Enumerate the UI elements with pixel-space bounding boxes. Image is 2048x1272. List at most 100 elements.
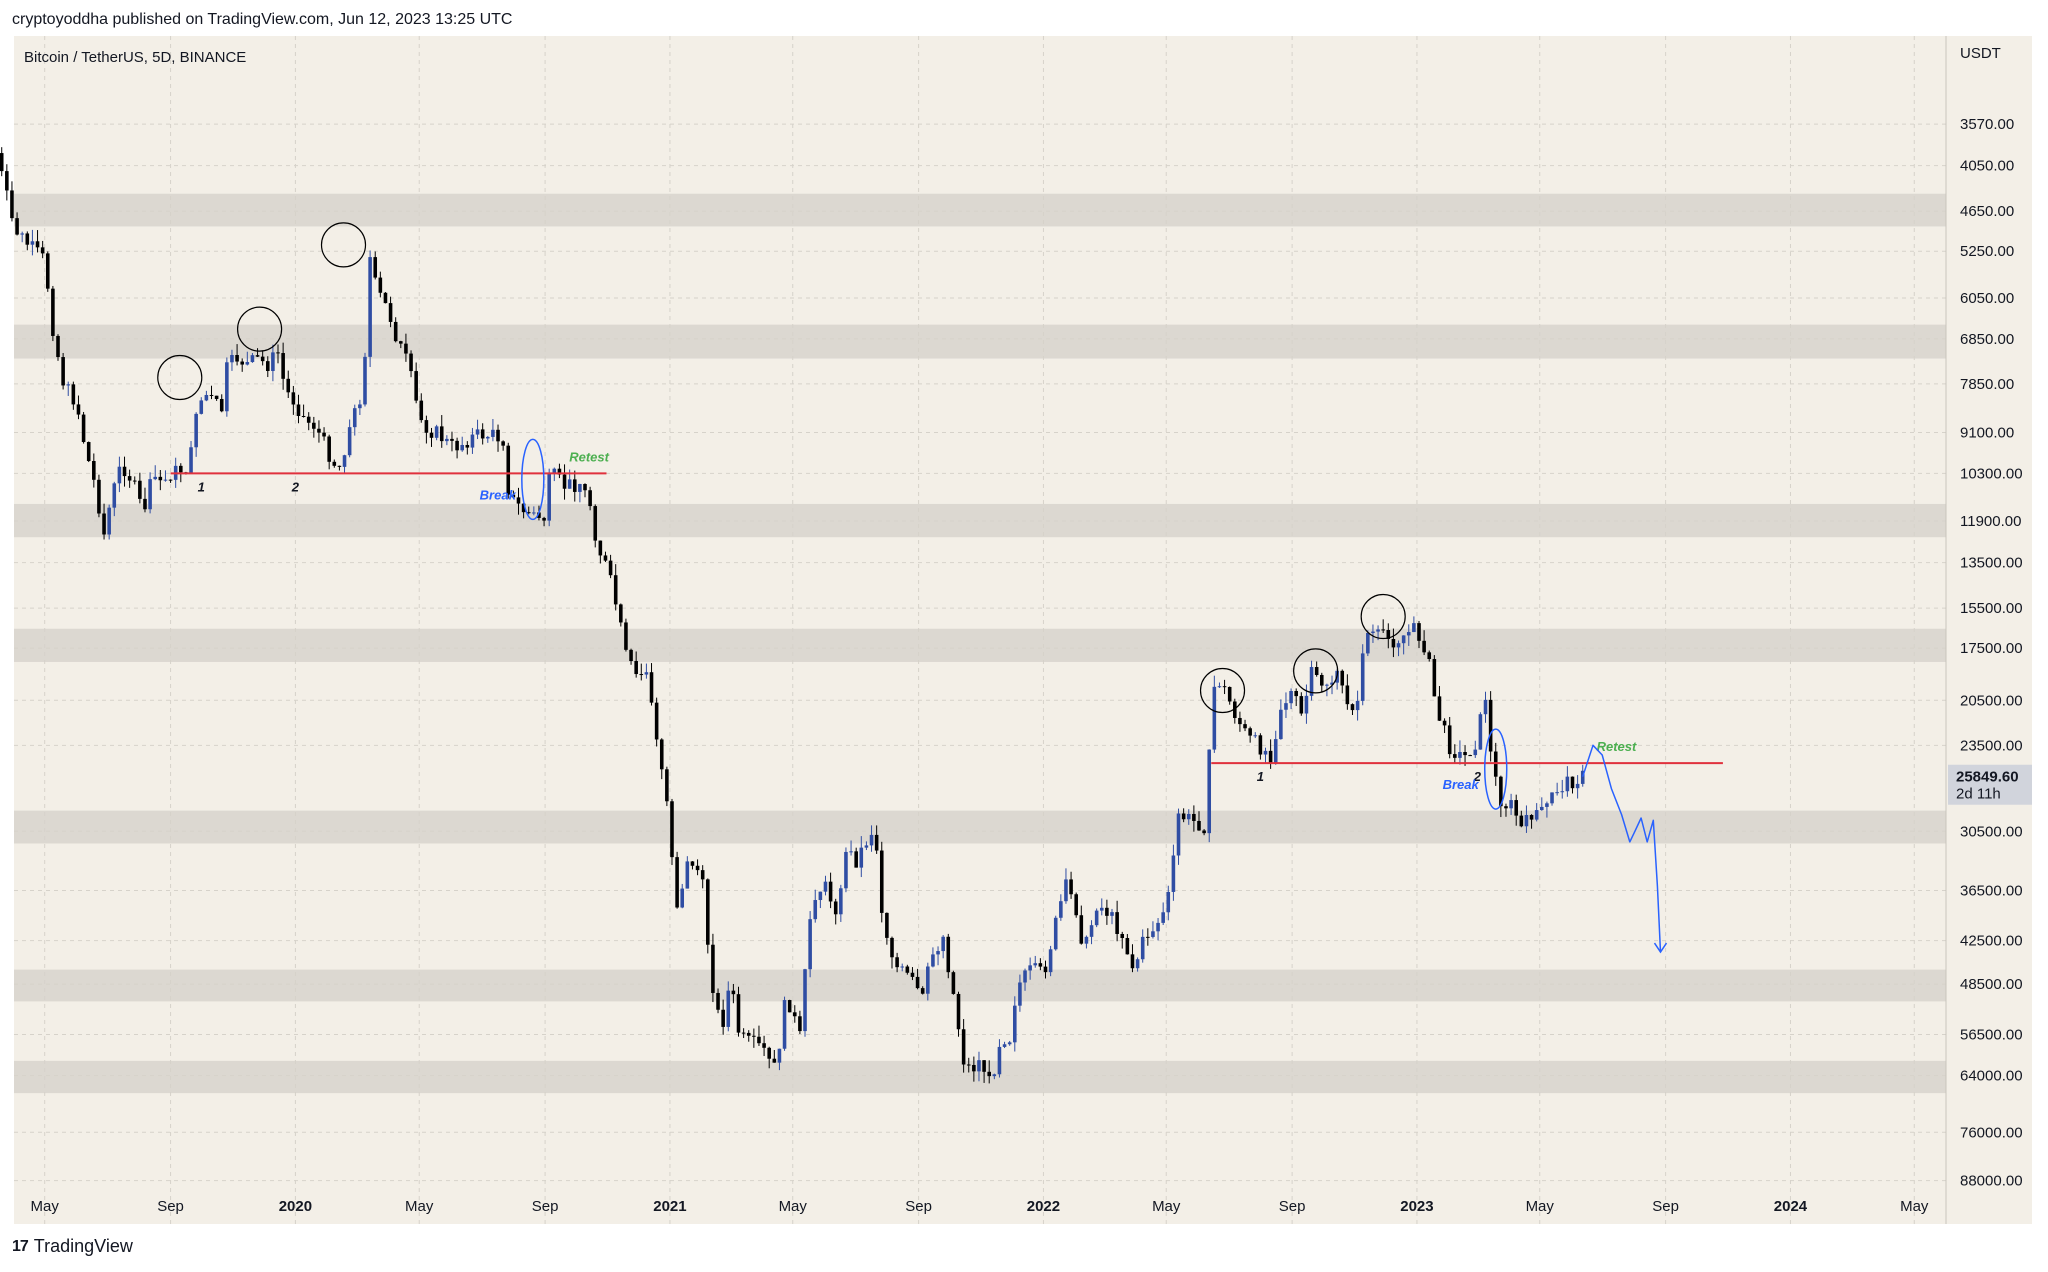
candle-body (1202, 830, 1206, 834)
candle-body (337, 465, 342, 467)
tradingview-logo-icon: 17 (12, 1237, 29, 1255)
candle-body (1391, 638, 1396, 648)
candle-body (516, 497, 521, 504)
candle-body (45, 253, 50, 289)
candle-body (931, 954, 935, 967)
candle-body (1268, 750, 1273, 764)
candle-body (327, 436, 331, 462)
y-tick-label: 4650.00 (1960, 203, 2014, 220)
y-tick-label: 48500.00 (1960, 976, 2023, 993)
candle-body (716, 992, 720, 1010)
resistance-zone (14, 810, 1946, 844)
footer-brand[interactable]: TradingView (33, 1236, 133, 1256)
candle-body (306, 416, 311, 423)
candle-body (485, 436, 490, 439)
candle-body (465, 444, 470, 448)
resistance-zone (14, 193, 1946, 227)
x-tick-label: Sep (905, 1198, 932, 1215)
candle-body (972, 1064, 976, 1072)
price-axis[interactable]: 3570.00 4050.00 4650.00 5250.00 6050.00 6850.… (1948, 116, 2032, 1190)
candle-body (598, 540, 603, 556)
time-axis[interactable]: May Sep 2020 May Sep 2021 May Sep 2022 May Sep 2023… (31, 1198, 1929, 1215)
candle-body (204, 394, 209, 401)
y-tick-label: 3570.00 (1960, 116, 2014, 133)
candle-body (399, 341, 403, 344)
candle-body (982, 1060, 986, 1072)
candle-body (808, 919, 812, 970)
candle-body (276, 352, 280, 354)
y-tick-label: 88000.00 (1960, 1173, 2023, 1190)
candle-body (987, 1071, 992, 1077)
break-highlight-ellipse (521, 438, 545, 521)
candle-body (961, 1029, 966, 1065)
candle-body (158, 476, 163, 481)
candle-body (772, 1058, 777, 1063)
candle-body (1545, 803, 1549, 807)
candle-body (230, 355, 234, 363)
candle-body (1238, 717, 1242, 725)
candle-body (1120, 933, 1125, 939)
candle-body (1330, 682, 1334, 685)
candle-body (1376, 629, 1380, 632)
x-tick-label: May (405, 1198, 434, 1215)
grid-layer (14, 36, 1946, 1224)
candle-body (35, 241, 40, 248)
x-tick-label: 2020 (279, 1198, 312, 1215)
candle-body (659, 739, 664, 770)
candle-body (675, 857, 679, 908)
candle-body (639, 674, 644, 676)
candle-body (97, 479, 101, 514)
candle-body (629, 649, 633, 662)
candle-body (460, 444, 464, 451)
price-axis-background (1946, 36, 2032, 1224)
candle-body (1540, 806, 1544, 811)
candle-body (0, 153, 4, 172)
y-tick-label: 6850.00 (1960, 331, 2014, 348)
candle-body (378, 277, 383, 293)
candle-body (143, 498, 147, 510)
candle-body (255, 355, 260, 357)
candle-body (373, 257, 378, 278)
top-marker-circle (1199, 667, 1246, 714)
candle-body (746, 1032, 751, 1036)
candle-body (1018, 982, 1022, 1006)
x-tick-label: May (31, 1198, 60, 1215)
candle-body (1084, 936, 1089, 944)
candle-body (905, 966, 910, 973)
candle-body (265, 361, 270, 371)
candle-body (1279, 709, 1283, 740)
candle-body (1524, 814, 1529, 827)
candle-body (813, 900, 818, 920)
candle-body (736, 994, 741, 1033)
y-tick-label: 20500.00 (1960, 692, 2023, 709)
candle-body (895, 957, 899, 968)
x-tick-label: May (1900, 1198, 1929, 1215)
candle-body (680, 888, 685, 908)
candle-body (260, 356, 265, 362)
candle-body (854, 851, 858, 868)
candle-body (946, 936, 951, 973)
x-tick-label: Sep (1652, 1198, 1679, 1215)
candle-body (445, 438, 449, 442)
candle-body (1565, 776, 1570, 792)
candle-body (567, 479, 572, 489)
candle-body (1493, 751, 1498, 777)
candle-body (608, 560, 613, 576)
candle-body (1207, 749, 1212, 834)
candle-body (1140, 936, 1145, 960)
candle-body (475, 429, 480, 435)
swing-number-label: 1 (1257, 769, 1264, 784)
candle-body (521, 503, 526, 513)
candle-body (25, 233, 30, 245)
candle-body (992, 1074, 997, 1077)
candle-body (1325, 684, 1329, 686)
candle-body (81, 414, 86, 443)
candle-body (634, 661, 638, 675)
candle-body (1412, 623, 1416, 633)
candle-body (1575, 783, 1580, 789)
candle-body (542, 517, 546, 521)
candle-body (393, 321, 398, 342)
candle-body (670, 801, 674, 858)
candle-body (711, 944, 715, 993)
